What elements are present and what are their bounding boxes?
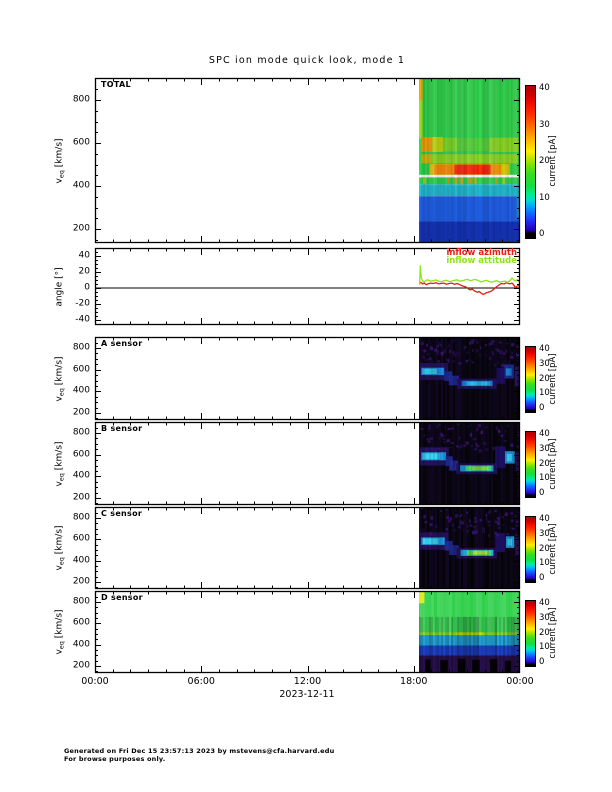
colorbar-tick-label: 40 — [539, 597, 550, 608]
y-axis-label-angle: angle [°] — [54, 266, 65, 307]
colorbar-tick-label: 10 — [539, 558, 550, 568]
y-tick-label: 400 — [72, 639, 90, 650]
y-tick-label: 800 — [72, 427, 90, 438]
colorbar-C — [525, 516, 536, 583]
y-axis-label-D: veq [km/s] — [54, 609, 66, 655]
footer-generated-line: Generated on Fri Dec 15 23:57:13 2023 by… — [64, 747, 335, 755]
colorbar-tick-label: 40 — [539, 343, 550, 354]
y-tick-label: 600 — [72, 533, 90, 544]
colorbar-tick-label: 30 — [539, 612, 550, 623]
y-axis-label-total: veq [km/s] — [54, 137, 66, 183]
y-tick-label: 800 — [72, 94, 90, 105]
y-tick-label: 600 — [72, 137, 90, 148]
y-tick-label: 400 — [72, 385, 90, 396]
page-title: SPC ion mode quick look, mode 1 — [208, 55, 406, 66]
y-tick-label: 200 — [72, 492, 90, 503]
colorbar-A — [525, 346, 536, 413]
colorbar-tick-label: 20 — [539, 543, 550, 554]
colorbar-tick-label: 30 — [539, 119, 550, 130]
colorbar-tick-label: 0 — [539, 487, 545, 498]
footer-browse-line: For browse purposes only. — [64, 755, 166, 763]
y-axis-label-post: [km/s] — [54, 440, 65, 473]
colorbar-tick-label: 40 — [539, 82, 550, 93]
colorbar-axis-label: current [pA] — [547, 522, 558, 575]
y-tick-label: 600 — [72, 449, 90, 460]
legend-inflow-attitude: inflow attitude — [446, 256, 517, 266]
y-tick-label: 600 — [72, 364, 90, 375]
colorbar-tick-label: 40 — [539, 428, 550, 439]
colorbar-tick-label: 10 — [539, 642, 550, 652]
panel-label-A: A sensor — [101, 338, 143, 348]
y-axis-label-post: [km/s] — [54, 609, 65, 642]
y-tick-label: 400 — [72, 180, 90, 191]
panel-label-total: TOTAL — [101, 79, 131, 89]
colorbar-tick-label: 20 — [539, 458, 550, 469]
x-tick-label: 00:00 — [506, 676, 534, 687]
colorbar-tick-label: 0 — [539, 228, 545, 239]
y-tick-label: 200 — [72, 407, 90, 418]
legend-inflow-azimuth: inflow azimuth — [446, 247, 517, 258]
colorbar-tick-label: 10 — [539, 192, 550, 203]
y-axis-label-B: veq [km/s] — [54, 440, 66, 486]
y-tick-label: 600 — [72, 617, 90, 628]
colorbar-tick-label: 30 — [539, 358, 550, 369]
colorbar-tick-label: 20 — [539, 627, 550, 638]
y-tick-label: 800 — [72, 596, 90, 607]
x-tick-label: 06:00 — [187, 676, 215, 687]
y-tick-label: 400 — [72, 555, 90, 566]
y-axis-label-pre: angle [°] — [54, 266, 65, 307]
y-tick-label: 800 — [72, 342, 90, 353]
y-axis-label-sub: eq — [57, 641, 66, 650]
y-tick-label: 400 — [72, 470, 90, 481]
colorbar-tick-label: 20 — [539, 373, 550, 384]
y-tick-label: 20 — [78, 266, 90, 276]
colorbar-tick-label: 30 — [539, 443, 550, 454]
colorbar-tick-label: 30 — [539, 528, 550, 539]
colorbar-total — [525, 85, 536, 239]
panel-label-B: B sensor — [101, 423, 143, 433]
colorbar-tick-label: 20 — [539, 155, 550, 166]
y-tick-label: 800 — [72, 512, 90, 523]
y-axis-label-sub: eq — [57, 387, 66, 396]
x-tick-label: 12:00 — [293, 676, 322, 687]
colorbar-axis-label: current [pA] — [547, 135, 558, 187]
y-axis-label-C: veq [km/s] — [54, 525, 66, 571]
colorbar-D — [525, 600, 536, 667]
panel-label-D: D sensor — [101, 592, 143, 602]
colorbar-tick-label: 0 — [539, 656, 545, 667]
colorbar-tick-label: 10 — [539, 388, 550, 398]
y-axis-label-pre: v — [54, 565, 65, 571]
colorbar-tick-label: 40 — [539, 513, 550, 524]
colorbar-axis-label: current [pA] — [547, 437, 558, 490]
y-axis-label-A: veq [km/s] — [54, 355, 66, 401]
x-tick-label: 18:00 — [400, 676, 428, 687]
date-label: 2023-12-11 — [279, 689, 335, 700]
y-tick-label: -40 — [75, 314, 90, 324]
y-axis-label-post: [km/s] — [54, 355, 65, 388]
colorbar-tick-label: 0 — [539, 572, 545, 583]
x-tick-label: 00:00 — [81, 676, 109, 687]
y-tick-label: 200 — [72, 576, 90, 587]
y-axis-label-sub: eq — [57, 472, 66, 481]
panel-label-C: C sensor — [101, 508, 143, 518]
colorbar-B — [525, 431, 536, 498]
y-axis-label-pre: v — [54, 649, 65, 655]
colorbar-axis-label: current [pA] — [547, 606, 558, 659]
y-axis-label-post: [km/s] — [54, 137, 65, 170]
colorbar-tick-label: 0 — [539, 402, 545, 413]
y-axis-label-sub: eq — [57, 557, 66, 566]
y-tick-label: 40 — [78, 250, 90, 260]
colorbar-tick-label: 10 — [539, 473, 550, 483]
y-tick-label: -20 — [75, 298, 90, 308]
y-axis-label-post: [km/s] — [54, 525, 65, 558]
y-tick-label: 200 — [72, 660, 90, 671]
colorbar-axis-label: current [pA] — [547, 352, 558, 405]
y-tick-label: 200 — [72, 223, 90, 234]
y-tick-label: 0 — [84, 282, 90, 292]
y-axis-label-sub: eq — [57, 169, 66, 178]
